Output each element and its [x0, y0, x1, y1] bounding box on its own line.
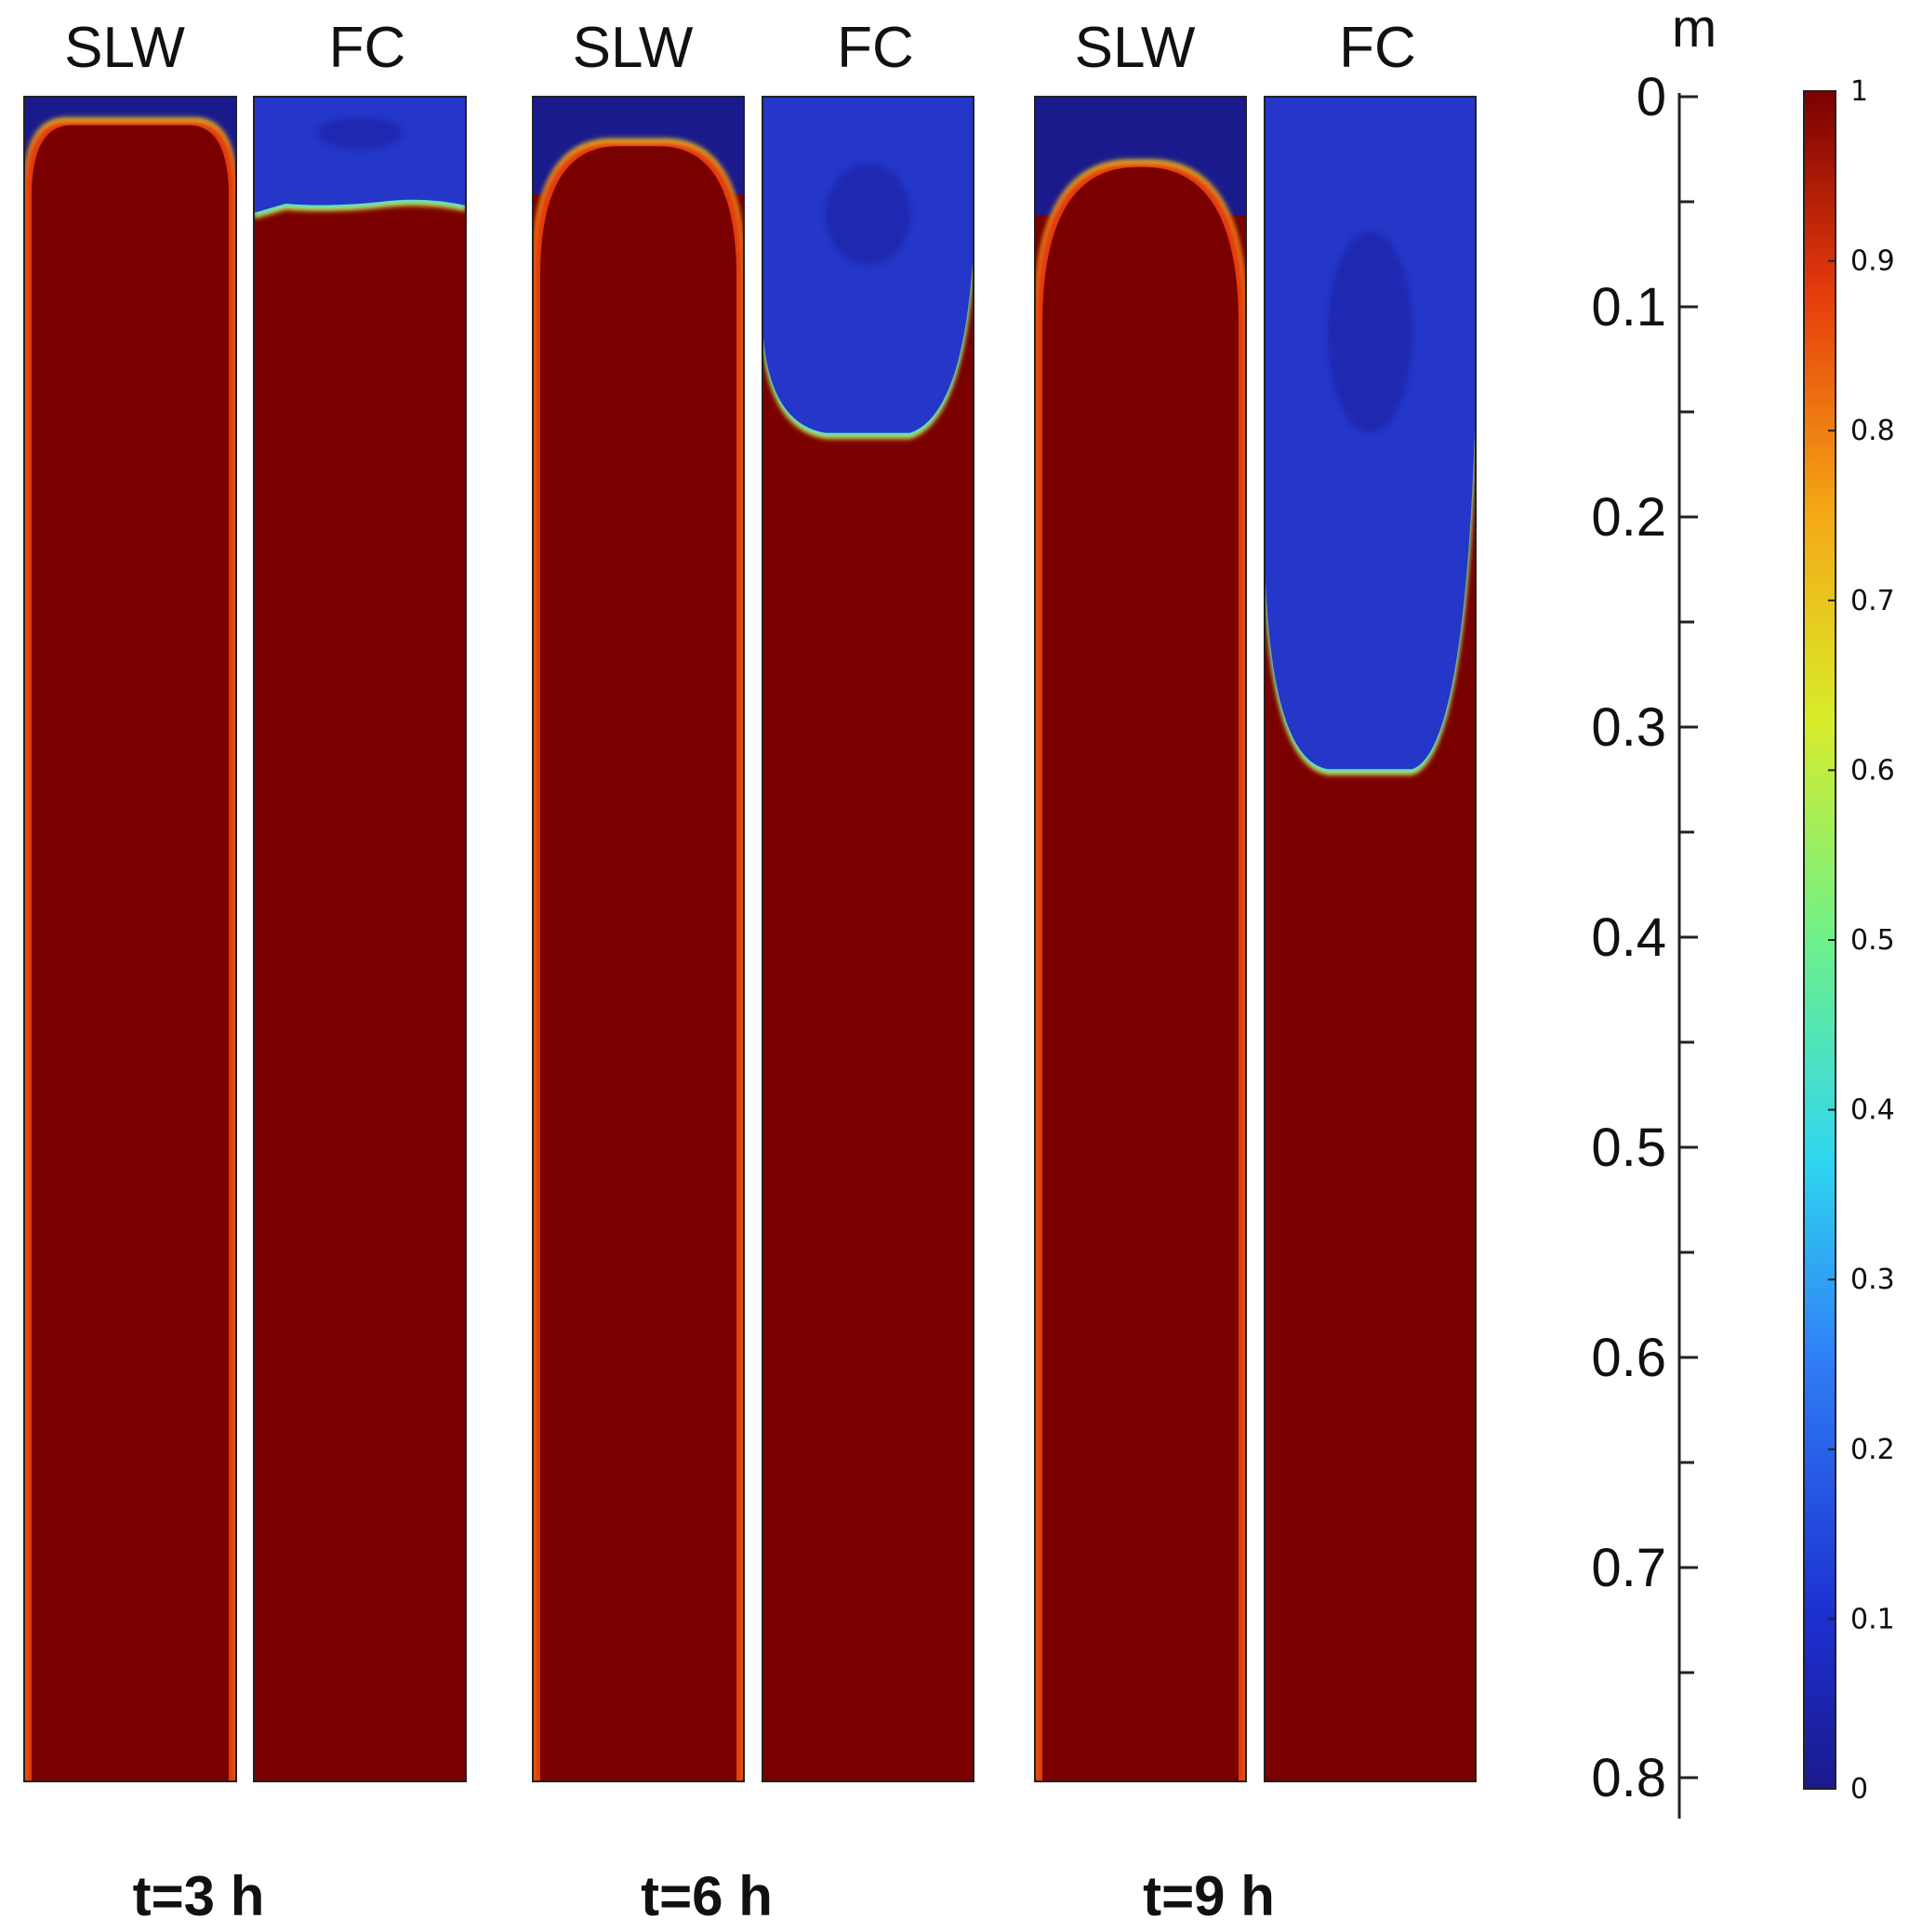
- panel-border: [1264, 96, 1477, 1782]
- swirl: [826, 164, 910, 265]
- panel-title: SLW: [64, 16, 185, 80]
- colorbar-tick-label: 0.4: [1850, 1094, 1895, 1127]
- blue-region: [254, 97, 466, 213]
- swirl: [317, 117, 403, 150]
- colorbar-tick-label: 0.7: [1850, 585, 1895, 617]
- colorbar-tick-label: 0.9: [1850, 245, 1895, 278]
- colorbar: 0 0.1 0.2 0.3 0.4 0.5 0.6 0.7 0.8 0.9 1: [1803, 75, 1895, 1806]
- panel-title: SLW: [1075, 16, 1196, 80]
- colorbar-tick-label: 0.5: [1850, 924, 1895, 957]
- colorbar-tick-label: 0.2: [1850, 1434, 1895, 1466]
- panel-field: [254, 97, 466, 1781]
- panel-border: [253, 96, 467, 1782]
- depth-tick-label: 0.3: [1591, 697, 1666, 758]
- red-region: [32, 125, 229, 1781]
- panel-border: [23, 96, 237, 1782]
- panel-border: [1034, 96, 1247, 1782]
- red-region: [540, 146, 736, 1781]
- red-region: [1042, 166, 1239, 1781]
- panels-layer: SLW FC t=3 h SLW FC t=6 h SLW FC t=9 h: [23, 16, 1477, 1927]
- panel-border: [762, 96, 974, 1782]
- colorbar-tick-label: 0.6: [1850, 754, 1895, 787]
- panel-fc-t3: [1264, 96, 1477, 1782]
- time-label: t=3 h: [133, 1865, 265, 1927]
- colorbar-tick-label: 0.3: [1850, 1264, 1895, 1296]
- depth-tick-label: 0.2: [1591, 487, 1666, 548]
- depth-tick-label: 0.1: [1591, 277, 1666, 337]
- panel-slw-t1: [23, 96, 237, 1782]
- colorbar-ticks: 0 0.1 0.2 0.3 0.4 0.5 0.6 0.7 0.8 0.9 1: [1828, 75, 1895, 1806]
- colorbar-tick-label: 0.8: [1850, 415, 1895, 447]
- depth-tick-label: 0.5: [1591, 1118, 1666, 1178]
- depth-tick-label: 0: [1637, 67, 1666, 127]
- depth-axis: 0 0.1 0.2 0.3 0.4 0.5 0.6 0.7 0.8 m: [1591, 0, 1717, 1819]
- panel-fc-t2: [762, 96, 974, 1782]
- panel-slw-t3: [1034, 96, 1247, 1782]
- time-label: t=9 h: [1143, 1865, 1275, 1927]
- panel-fc-t1: [253, 96, 467, 1782]
- blue-region: [1265, 97, 1476, 770]
- colorbar-tick-label: 0.1: [1850, 1603, 1895, 1635]
- time-label: t=6 h: [641, 1865, 773, 1927]
- depth-tick-label: 0.6: [1591, 1328, 1666, 1388]
- panel-title: SLW: [573, 16, 694, 80]
- depth-tick-label: 0.8: [1591, 1748, 1666, 1808]
- depth-unit-label: m: [1672, 0, 1717, 59]
- panel-title: FC: [1339, 16, 1416, 80]
- panel-border: [532, 96, 745, 1782]
- panel-title: FC: [329, 16, 406, 80]
- colorbar-tick-label: 0: [1850, 1773, 1868, 1806]
- depth-tick-label: 0.7: [1591, 1538, 1666, 1598]
- colorbar-tick-label: 1: [1850, 75, 1868, 108]
- depth-tick-label: 0.4: [1591, 907, 1666, 968]
- depth-ticks: 0 0.1 0.2 0.3 0.4 0.5 0.6 0.7 0.8: [1591, 67, 1698, 1808]
- swirl: [1328, 231, 1412, 433]
- panel-slw-t2: [532, 96, 745, 1782]
- panel-title: FC: [837, 16, 914, 80]
